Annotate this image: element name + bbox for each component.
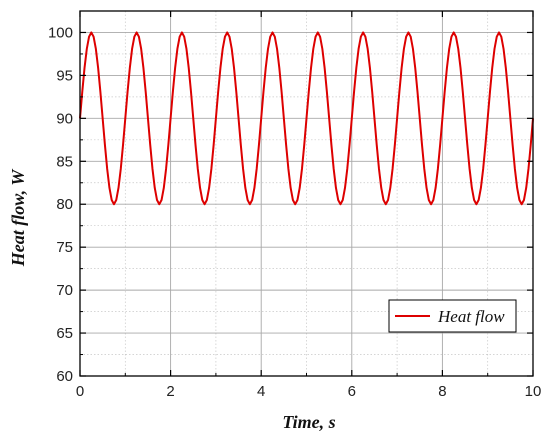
y-tick-label: 100 <box>48 24 73 41</box>
x-tick-label: 8 <box>438 383 446 400</box>
legend-label-heat-flow: Heat flow <box>437 307 505 326</box>
x-tick-labels: 0 2 4 6 8 10 <box>76 383 542 400</box>
legend: Heat flow <box>388 299 517 333</box>
x-tick-label: 4 <box>257 383 265 400</box>
y-tick-labels: 60 65 70 75 80 85 90 95 100 <box>48 24 73 385</box>
y-tick-label: 65 <box>56 325 73 342</box>
series-line-heat-flow <box>79 31 534 206</box>
y-axis-title: Heat flow, W <box>8 168 28 267</box>
x-tick-label: 2 <box>166 383 174 400</box>
x-tick-label: 6 <box>348 383 356 400</box>
axis-ticks <box>79 11 534 377</box>
y-tick-label: 75 <box>56 239 73 256</box>
x-tick-label: 0 <box>76 383 84 400</box>
y-tick-label: 60 <box>56 368 73 385</box>
plot-area <box>79 31 534 206</box>
y-tick-label: 70 <box>56 282 73 299</box>
y-tick-label: 95 <box>56 67 73 84</box>
y-tick-label: 85 <box>56 153 73 170</box>
y-tick-label: 80 <box>56 196 73 213</box>
x-axis-title: Time, s <box>282 412 335 432</box>
y-tick-label: 90 <box>56 110 73 127</box>
x-tick-label: 10 <box>525 383 542 400</box>
